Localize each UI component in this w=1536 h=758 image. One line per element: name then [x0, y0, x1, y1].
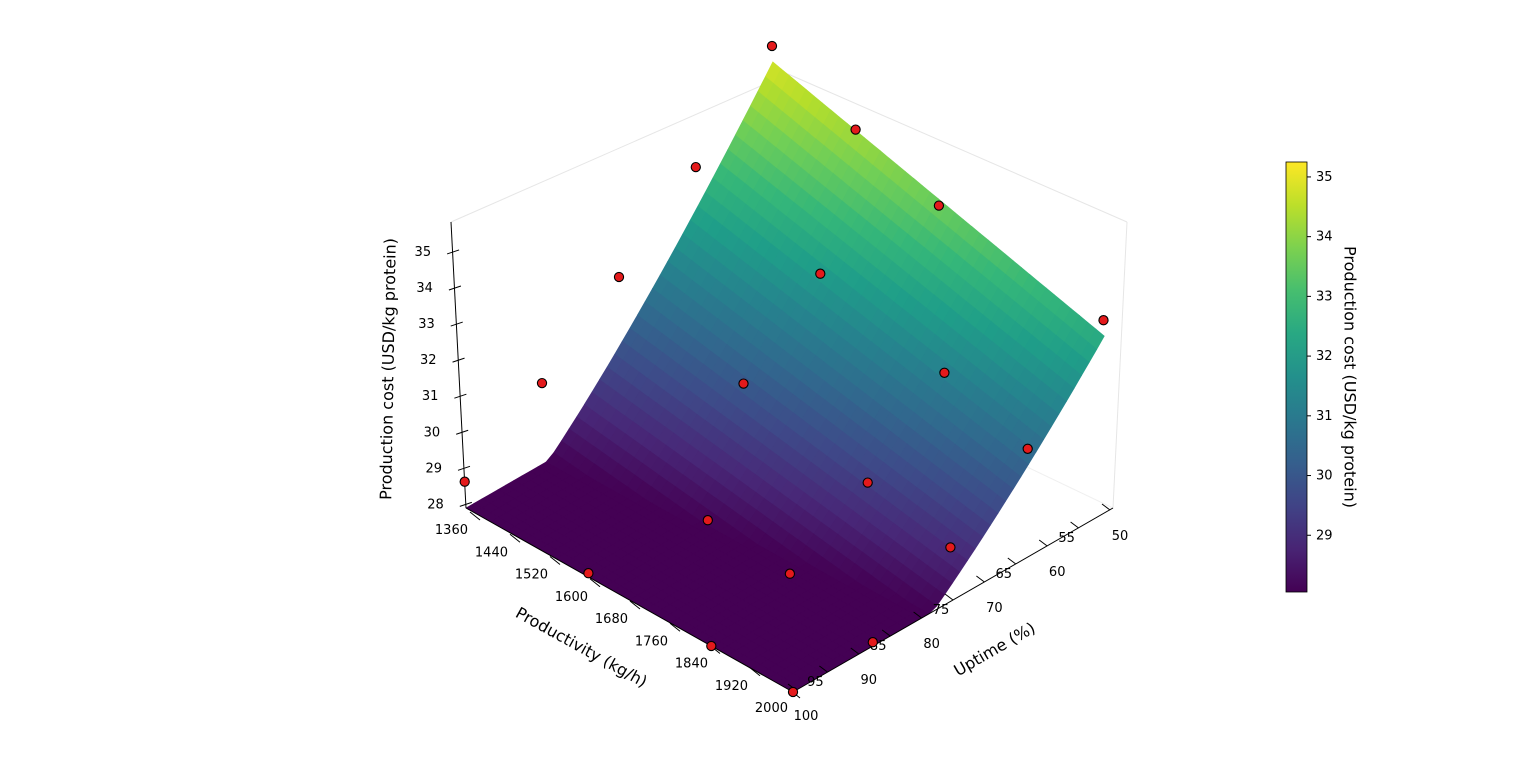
- productivity-tick-label: 1680: [595, 612, 628, 627]
- data-point: [862, 477, 873, 488]
- productivity-tick-label: 1440: [475, 545, 508, 560]
- colorbar-tick-label: 35: [1316, 170, 1333, 185]
- data-point: [933, 200, 945, 211]
- data-point: [850, 124, 861, 135]
- data-point: [583, 568, 594, 579]
- data-point: [1098, 315, 1109, 326]
- data-point: [738, 378, 749, 389]
- z-tick-label: 29: [425, 461, 442, 476]
- colorbar-tick-label: 31: [1316, 409, 1333, 424]
- productivity-tick: [549, 556, 561, 565]
- productivity-tick: [509, 533, 521, 543]
- productivity-axis-label: Productivity (kg/h): [512, 603, 650, 691]
- data-point: [939, 367, 950, 378]
- productivity-tick-label: 1840: [675, 657, 708, 672]
- z-tick: [459, 501, 472, 507]
- productivity-tick-label: 1920: [715, 679, 748, 694]
- frame-right-vertical: [1112, 221, 1128, 509]
- data-point: [706, 640, 717, 652]
- uptime-tick: [1070, 521, 1079, 529]
- z-tick: [454, 393, 467, 399]
- uptime-tick: [819, 665, 828, 673]
- uptime-tick: [1101, 503, 1111, 511]
- z-tick-label: 30: [424, 425, 441, 440]
- productivity-tick: [669, 622, 681, 632]
- uptime-tick-label: 75: [933, 603, 950, 618]
- productivity-tick: [749, 667, 761, 677]
- productivity-tick-label: 1760: [635, 634, 668, 649]
- uptime-tick: [1007, 557, 1017, 565]
- colorbar-ticks: 29 30 31 32 33 34 35: [1307, 170, 1333, 543]
- uptime-tick-label: 65: [996, 567, 1013, 582]
- uptime-tick: [944, 593, 954, 601]
- z-tick: [446, 249, 460, 255]
- z-tick-label: 28: [427, 497, 444, 512]
- data-point: [784, 568, 796, 579]
- uptime-tick: [850, 647, 860, 655]
- frame-back-right: [787, 73, 1128, 223]
- uptime-tick: [913, 611, 922, 619]
- colorbar-tick-label: 32: [1316, 349, 1333, 364]
- uptime-tick-label: 50: [1112, 529, 1129, 544]
- productivity-tick-label: 2000: [755, 701, 788, 716]
- data-point: [815, 268, 826, 279]
- z-tick: [456, 429, 469, 435]
- uptime-tick-label: 70: [986, 601, 1003, 616]
- productivity-tick: [469, 511, 481, 521]
- data-points: [459, 40, 1109, 698]
- z-tick-label: 34: [416, 281, 433, 296]
- colorbar-gradient: [1285, 161, 1308, 593]
- uptime-tick-label: 95: [807, 675, 824, 690]
- data-point: [766, 40, 778, 52]
- uptime-tick-label: 55: [1058, 531, 1075, 546]
- data-point: [702, 515, 713, 526]
- data-point: [690, 161, 701, 173]
- data-point: [787, 686, 799, 698]
- productivity-axis-line: [465, 507, 794, 693]
- cost-surface: [465, 61, 1105, 693]
- productivity-tick-label: 1600: [555, 590, 588, 605]
- colorbar-tick-label: 34: [1316, 230, 1333, 245]
- data-point: [459, 476, 470, 487]
- data-point: [945, 542, 956, 553]
- productivity-tick: [629, 600, 641, 610]
- z-tick-label: 35: [415, 245, 432, 260]
- uptime-tick-label: 90: [861, 673, 878, 688]
- uptime-tick-label: 60: [1049, 565, 1066, 580]
- uptime-tick: [976, 575, 985, 583]
- productivity-tick: [589, 578, 601, 588]
- z-tick: [450, 321, 463, 327]
- z-tick: [452, 357, 465, 363]
- data-point: [613, 271, 625, 283]
- colorbar-tick-label: 30: [1316, 469, 1333, 484]
- frame-back-left: [450, 73, 789, 223]
- uptime-tick-label: 100: [794, 709, 819, 724]
- productivity-tick-label: 1520: [515, 568, 548, 583]
- data-point: [1022, 443, 1033, 454]
- colorbar-label: Production cost (USD/kg protein): [1341, 246, 1360, 508]
- uptime-axis-label: Uptime (%): [950, 618, 1038, 680]
- z-tick: [448, 285, 462, 291]
- z-tick-label: 31: [422, 389, 439, 404]
- z-tick: [457, 465, 471, 471]
- uptime-tick-label: 80: [923, 637, 940, 652]
- tick-labels: 28 29 30 31 32 33 34 35 1360 1440 1520 1600 1680 1760…: [415, 245, 1129, 724]
- data-point: [536, 377, 548, 389]
- z-tick-label: 33: [418, 317, 435, 332]
- productivity-tick-label: 1360: [435, 523, 468, 538]
- uptime-tick: [1038, 539, 1048, 547]
- colorbar-tick-label: 29: [1316, 528, 1333, 543]
- z-axis-label: Production cost (USD/kg protein): [376, 238, 400, 500]
- uptime-tick: [881, 629, 891, 637]
- data-point: [867, 637, 878, 648]
- colorbar: 29 30 31 32 33 34 35 Production cost (USD/kg p…: [1285, 161, 1360, 593]
- colorbar-tick-label: 33: [1316, 289, 1333, 304]
- z-tick-label: 32: [420, 353, 437, 368]
- z-axis-line: [450, 221, 467, 509]
